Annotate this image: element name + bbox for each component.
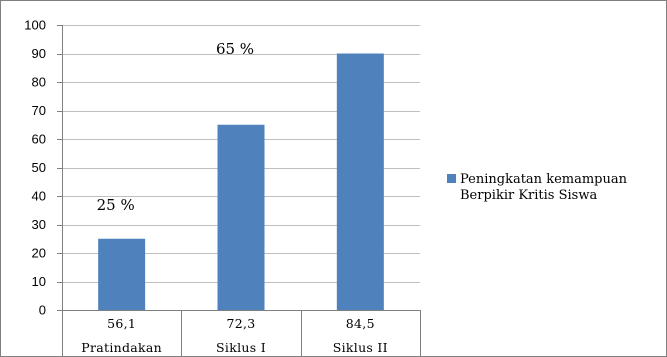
x-category-label: Siklus I — [216, 340, 266, 355]
legend-swatch — [447, 174, 456, 183]
y-tick-label: 70 — [32, 103, 46, 118]
table-value: 84,5 — [346, 316, 375, 331]
y-tick-label: 30 — [32, 217, 46, 232]
bar-annotation: 25 % — [97, 196, 135, 214]
y-tick-label: 0 — [39, 303, 46, 318]
y-tick-label: 60 — [32, 132, 46, 147]
y-tick-label: 90 — [32, 46, 46, 61]
x-category-label: Pratindakan — [81, 340, 162, 355]
table-value: 56,1 — [107, 316, 136, 331]
legend-label: Berpikir Kritis Siswa — [460, 188, 597, 203]
bar — [98, 238, 146, 310]
legend-label: Peningkatan kemampuan — [460, 172, 628, 187]
y-tick-label: 50 — [32, 160, 46, 175]
y-tick-label: 80 — [32, 75, 46, 90]
y-tick-label: 20 — [32, 246, 46, 261]
y-tick-label: 40 — [32, 189, 46, 204]
bar-annotation: 65 % — [216, 40, 254, 58]
bar — [336, 53, 384, 310]
y-tick-label: 100 — [24, 18, 46, 33]
bar — [217, 124, 265, 310]
y-tick-label: 10 — [32, 274, 46, 289]
x-category-label: Siklus II — [333, 340, 388, 355]
table-value: 72,3 — [226, 316, 255, 331]
